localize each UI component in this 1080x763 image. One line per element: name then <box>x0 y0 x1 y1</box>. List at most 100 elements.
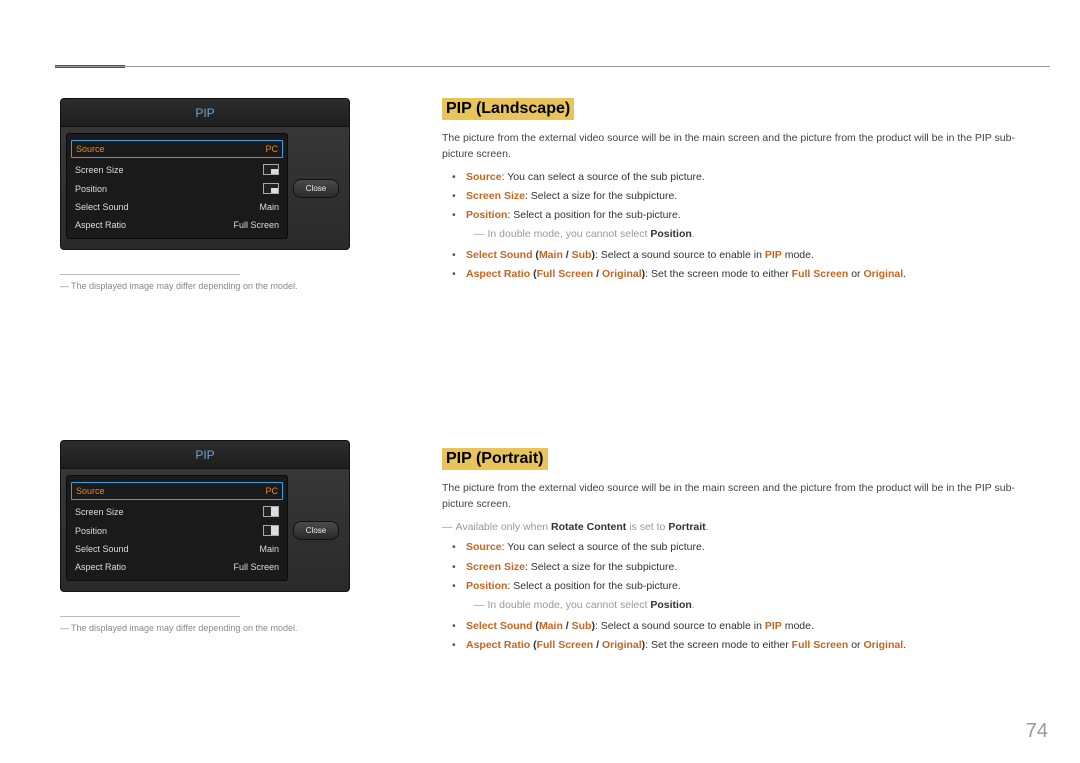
footnote-text: The displayed image may differ depending… <box>71 623 297 633</box>
key: Source <box>466 541 502 553</box>
osd-row-label: Position <box>75 184 107 194</box>
osd-title: PIP <box>61 99 349 127</box>
text: mode. <box>782 249 814 261</box>
opt: Original <box>863 268 903 280</box>
osd-row[interactable]: Aspect RatioFull Screen <box>67 558 287 576</box>
header-rule <box>55 66 1050 67</box>
heading-pip-landscape: PIP (Landscape) <box>442 98 574 120</box>
footnote: ―The displayed image may differ dependin… <box>60 281 350 291</box>
footnote-rule <box>60 616 240 617</box>
note-availability: ―Available only when Rotate Content is s… <box>442 519 1045 536</box>
note-position: ―In double mode, you cannot select Posit… <box>442 597 1045 614</box>
text: . <box>903 268 906 280</box>
mode: PIP <box>765 620 782 632</box>
opt: Full Screen <box>792 268 849 280</box>
footnote: ―The displayed image may differ dependin… <box>60 623 350 633</box>
osd-row-label: Position <box>75 526 107 536</box>
osd-row-label: Source <box>76 486 105 496</box>
pip-landscape-section: PIP (Landscape) The picture from the ext… <box>442 98 1045 286</box>
note-post: . <box>692 599 695 611</box>
key: Screen Size <box>466 190 525 202</box>
osd-row-label: Select Sound <box>75 202 129 212</box>
text: : Set the screen mode to either <box>645 268 792 280</box>
osd-landscape-block: PIP SourcePC Screen Size Position Select So… <box>60 98 350 291</box>
bullet-select-sound: Select Sound (Main / Sub): Select a soun… <box>466 618 1045 634</box>
text: : You can select a source of the sub pic… <box>502 171 705 183</box>
osd-row[interactable]: Screen Size <box>67 502 287 521</box>
text: mode. <box>782 620 814 632</box>
key: Aspect Ratio <box>466 268 530 280</box>
text: : Select a position for the sub-picture. <box>507 580 680 592</box>
osd-row[interactable]: SourcePC <box>71 140 283 158</box>
bullet-aspect-ratio: Aspect Ratio (Full Screen / Original): S… <box>466 637 1045 653</box>
osd-row-label: Screen Size <box>75 507 124 517</box>
opt: Full Screen <box>537 639 594 651</box>
heading-pip-portrait: PIP (Portrait) <box>442 448 548 470</box>
pip-portrait-section: PIP (Portrait) The picture from the exte… <box>442 448 1045 656</box>
opt: Main <box>539 620 563 632</box>
osd-body: SourcePC Screen Size Position Select SoundM… <box>61 127 349 249</box>
text: . <box>903 639 906 651</box>
key: Source <box>466 171 502 183</box>
close-button[interactable]: Close <box>293 179 339 198</box>
osd-title: PIP <box>61 441 349 469</box>
opt: Full Screen <box>792 639 849 651</box>
close-button[interactable]: Close <box>293 521 339 540</box>
pip-position-icon <box>263 164 279 175</box>
footnote-text: The displayed image may differ depending… <box>71 281 297 291</box>
intro-text: The picture from the external video sour… <box>442 480 1045 513</box>
osd-row-value: Full Screen <box>233 562 279 572</box>
note-post: . <box>692 228 695 240</box>
opt: Original <box>602 268 642 280</box>
osd-row-value: Main <box>259 544 279 554</box>
osd-list: SourcePC Screen Size Position Select SoundM… <box>66 133 288 239</box>
bullet-source: Source: You can select a source of the s… <box>466 169 1045 185</box>
osd-side: Close <box>288 475 344 581</box>
text: : Select a size for the subpicture. <box>525 561 677 573</box>
osd-row-label: Screen Size <box>75 165 124 175</box>
osd-row[interactable]: SourcePC <box>71 482 283 500</box>
bullet-list: Source: You can select a source of the s… <box>442 539 1045 594</box>
key: Aspect Ratio <box>466 639 530 651</box>
osd-row[interactable]: Aspect Ratio Full Screen <box>67 216 287 234</box>
key: Position <box>466 209 507 221</box>
osd-row[interactable]: Select SoundMain <box>67 198 287 216</box>
bullet-list: Select Sound (Main / Sub): Select a soun… <box>442 618 1045 654</box>
osd-row[interactable]: Position <box>67 179 287 198</box>
key: Screen Size <box>466 561 525 573</box>
bullet-list: Select Sound (Main / Sub): Select a soun… <box>442 247 1045 283</box>
key: Select Sound <box>466 620 533 632</box>
text: : Select a sound source to enable in <box>595 249 765 261</box>
opt: Main <box>539 249 563 261</box>
bullet-position: Position: Select a position for the sub-… <box>466 207 1045 223</box>
osd-panel-portrait: PIP SourcePC Screen Size Position Select So… <box>60 440 350 592</box>
osd-row[interactable]: Select Sound Main <box>67 540 287 558</box>
osd-row-label: Select Sound <box>75 544 129 554</box>
osd-row[interactable]: Screen Size <box>67 160 287 179</box>
osd-row-label: Source <box>76 144 105 154</box>
osd-row-value: Full Screen <box>233 220 279 230</box>
opt: Sub <box>572 620 592 632</box>
intro-text: The picture from the external video sour… <box>442 130 1045 163</box>
t: . <box>706 521 709 533</box>
footnote-rule <box>60 274 240 275</box>
mode: PIP <box>765 249 782 261</box>
osd-row[interactable]: Position <box>67 521 287 540</box>
sep: / <box>563 620 572 632</box>
note-key: Position <box>650 599 691 611</box>
osd-list: SourcePC Screen Size Position Select Sound M… <box>66 475 288 581</box>
sep: / <box>593 639 602 651</box>
t: Available only when <box>456 521 552 533</box>
text: : Select a size for the subpicture. <box>525 190 677 202</box>
opt: Original <box>602 639 642 651</box>
key: Select Sound <box>466 249 533 261</box>
pip-position-icon <box>263 506 279 517</box>
sep: / <box>593 268 602 280</box>
osd-side: Close <box>288 133 344 239</box>
osd-row-label: Aspect Ratio <box>75 220 126 230</box>
t: is set to <box>626 521 668 533</box>
bullet-select-sound: Select Sound (Main / Sub): Select a soun… <box>466 247 1045 263</box>
note-key: Position <box>650 228 691 240</box>
opt: Sub <box>572 249 592 261</box>
bullet-list: Source: You can select a source of the s… <box>442 169 1045 224</box>
